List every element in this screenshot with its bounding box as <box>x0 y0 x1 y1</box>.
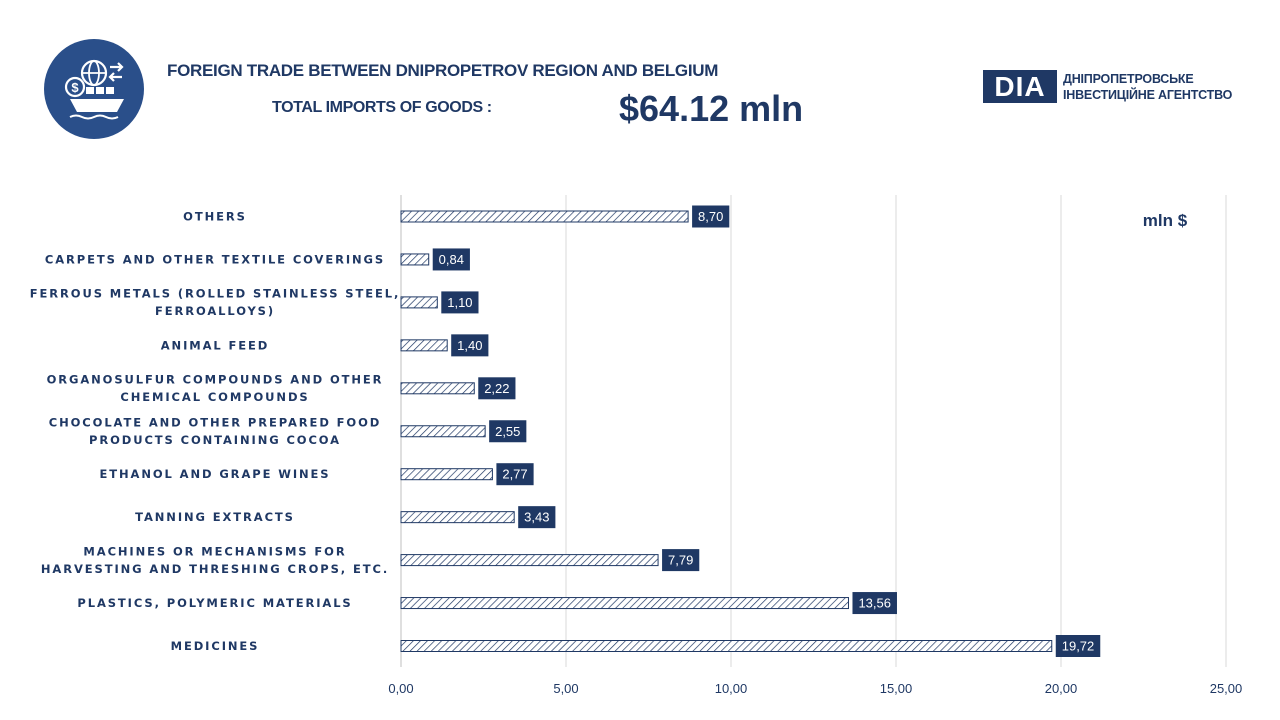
category-label-line: PRODUCTS CONTAINING COCOA <box>89 433 341 447</box>
category-label-line: FERROUS METALS (ROLLED STAINLESS STEEL, <box>30 287 400 301</box>
data-label: 13,56 <box>858 596 891 611</box>
category-label: OTHERS <box>183 210 247 224</box>
data-label-box <box>1055 635 1101 657</box>
category-label-line: HARVESTING AND THRESHING CROPS, ETC. <box>41 562 389 576</box>
bar <box>400 382 475 395</box>
category-label-line: ANIMAL FEED <box>161 338 270 352</box>
category-label: CARPETS AND OTHER TEXTILE COVERINGS <box>45 252 385 266</box>
trade-globe-ship-icon: $ <box>64 59 124 120</box>
brand-mark: DIA <box>983 70 1057 103</box>
bar <box>400 468 493 481</box>
x-axis-ticks: 0,00 5,00 10,00 15,00 20,00 25,00 <box>388 681 1242 696</box>
bar <box>400 640 1053 652</box>
category-label-line: MACHINES OR MECHANISMS FOR <box>83 544 346 558</box>
data-label: 7,79 <box>668 553 693 568</box>
data-label-box <box>441 291 479 314</box>
category-label: MACHINES OR MECHANISMS FOR HARVESTING AND… <box>41 544 389 576</box>
unit-label: mln $ <box>1143 211 1188 230</box>
data-label: 1,40 <box>457 338 482 353</box>
data-label: 1,10 <box>447 295 472 310</box>
category-label: PLASTICS, POLYMERIC MATERIALS <box>77 596 352 610</box>
category-label: ANIMAL FEED <box>161 338 270 352</box>
brand-line-1: ДНІПРОПЕТРОВСЬКЕ <box>1063 72 1194 86</box>
category-label-line: MEDICINES <box>171 639 260 653</box>
bar <box>400 210 689 223</box>
category-label-line: PLASTICS, POLYMERIC MATERIALS <box>77 596 352 610</box>
brand-text: ДНІПРОПЕТРОВСЬКЕ ІНВЕСТИЦІЙНЕ АГЕНТСТВО <box>1063 71 1232 103</box>
data-label-box <box>489 420 527 443</box>
category-label: CHOCOLATE AND OTHER PREPARED FOOD PRODUCT… <box>49 416 381 448</box>
data-label: 2,22 <box>484 381 509 396</box>
x-tick-label: 10,00 <box>715 681 748 696</box>
bar <box>400 597 849 610</box>
category-label: TANNING EXTRACTS <box>135 510 295 524</box>
page-subtitle: TOTAL IMPORTS OF GOODS : <box>272 99 492 116</box>
bar <box>400 511 515 524</box>
x-tick-label: 15,00 <box>880 681 913 696</box>
x-tick-label: 5,00 <box>553 681 578 696</box>
category-label-line: CHEMICAL COMPOUNDS <box>120 390 309 404</box>
category-label: MEDICINES <box>171 639 260 653</box>
category-label: FERROUS METALS (ROLLED STAINLESS STEEL, F… <box>30 287 400 319</box>
category-label-line: CARPETS AND OTHER TEXTILE COVERINGS <box>45 252 385 266</box>
data-label-box <box>432 248 470 271</box>
x-tick-label: 20,00 <box>1045 681 1078 696</box>
bars: 8,70 0,84 1,10 1,40 2,22 2,55 2,77 3,43 7,79 13,5… <box>400 205 1101 657</box>
data-label: 2,77 <box>502 467 527 482</box>
category-labels: OTHERS CARPETS AND OTHER TEXTILE COVERING… <box>30 210 400 654</box>
category-label-line: ORGANOSULFUR COMPOUNDS AND OTHER <box>47 373 384 387</box>
data-label-box <box>852 592 897 615</box>
trade-logo: $ <box>44 39 144 139</box>
data-label: 8,70 <box>698 209 723 224</box>
data-label-box <box>692 205 730 228</box>
data-label-box <box>478 377 516 400</box>
bar <box>400 253 430 266</box>
bar <box>400 554 659 567</box>
bar <box>400 296 438 309</box>
data-label-box <box>451 334 489 357</box>
category-label: ETHANOL AND GRAPE WINES <box>100 467 331 481</box>
data-label: 0,84 <box>439 252 464 267</box>
bar <box>400 339 448 352</box>
bar <box>400 425 486 438</box>
data-label-box <box>496 463 534 486</box>
data-label: 19,72 <box>1062 639 1095 654</box>
page-title: FOREIGN TRADE BETWEEN DNIPROPETROV REGIO… <box>167 61 719 80</box>
data-label: 2,55 <box>495 424 520 439</box>
data-label-box <box>518 506 556 529</box>
category-label-line: CHOCOLATE AND OTHER PREPARED FOOD <box>49 416 381 430</box>
category-label-line: TANNING EXTRACTS <box>135 510 295 524</box>
data-label: 3,43 <box>524 510 549 525</box>
category-label: ORGANOSULFUR COMPOUNDS AND OTHER CHEMICAL… <box>47 373 384 405</box>
x-tick-label: 0,00 <box>388 681 413 696</box>
data-label-box <box>662 549 700 572</box>
category-label-line: FERROALLOYS) <box>155 304 275 318</box>
svg-text:$: $ <box>71 80 79 95</box>
total-imports-value: $64.12 mln <box>619 88 804 129</box>
brand-line-2: ІНВЕСТИЦІЙНЕ АГЕНТСТВО <box>1063 88 1233 102</box>
category-label-line: ETHANOL AND GRAPE WINES <box>100 467 331 481</box>
x-tick-label: 25,00 <box>1210 681 1243 696</box>
category-label-line: OTHERS <box>183 210 247 224</box>
